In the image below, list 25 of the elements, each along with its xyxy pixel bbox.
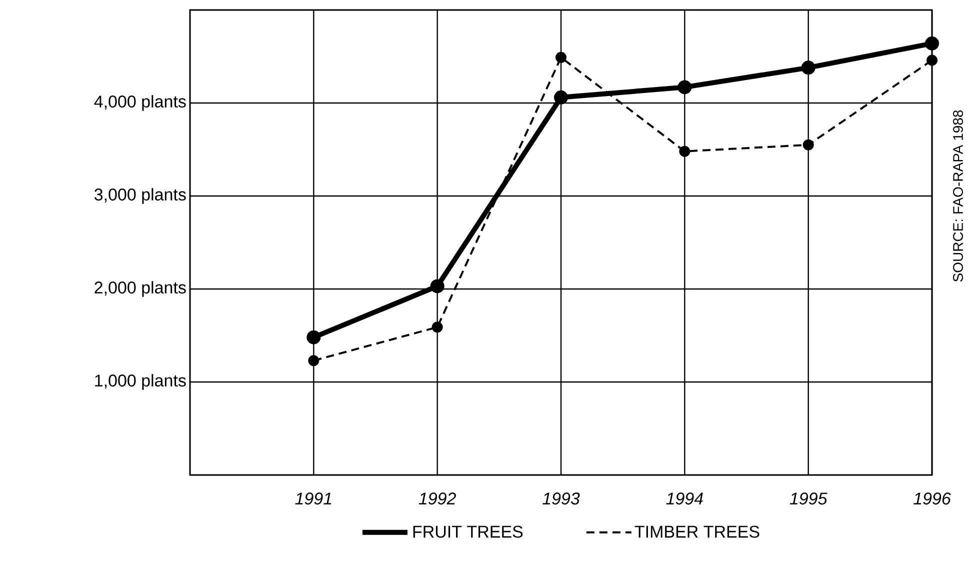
point	[306, 330, 321, 344]
x-tick-label: 1996	[914, 492, 951, 505]
source-note: SOURCE: FAO-RAPA 1988	[953, 110, 963, 282]
legend-label: FRUIT TREES	[413, 526, 523, 538]
y-tick-label: 4,000 plants	[94, 95, 186, 111]
point	[802, 139, 814, 150]
y-tick-label: 2,000 plants	[94, 281, 186, 297]
point	[801, 60, 816, 75]
point	[432, 322, 443, 333]
point	[679, 146, 690, 157]
point	[678, 80, 692, 94]
point	[925, 36, 940, 50]
point	[430, 279, 444, 294]
x-tick-label: 1991	[295, 492, 332, 505]
point	[308, 355, 320, 366]
point	[556, 52, 566, 63]
legend-label: TIMBER TREES	[634, 526, 760, 538]
x-tick-label: 1995	[790, 492, 828, 505]
point	[926, 54, 938, 66]
x-tick-label: 1994	[666, 492, 703, 505]
point	[554, 90, 568, 104]
x-tick-label: 1993	[542, 492, 580, 505]
x-tick-label: 1992	[418, 492, 456, 505]
y-tick-label: 1,000 plants	[95, 374, 186, 390]
y-tick-label: 3,000 plants	[94, 188, 186, 204]
